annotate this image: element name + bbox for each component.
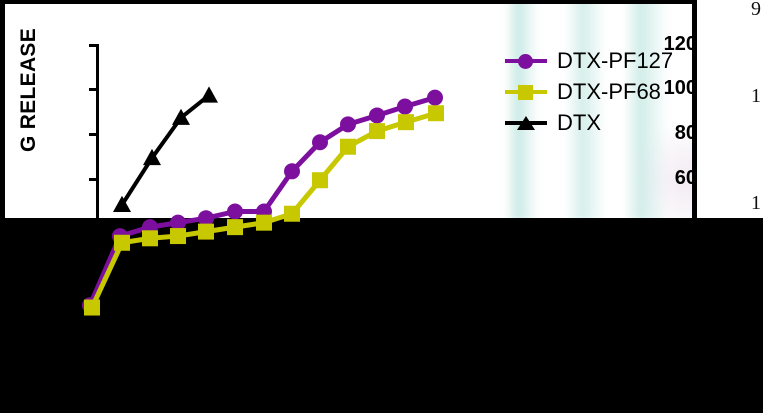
- adjacent-tick-label-0: 9: [751, 0, 761, 20]
- y-tick-60: [89, 178, 98, 181]
- y-tick-120: [89, 44, 98, 47]
- panel-border-left: [0, 0, 5, 218]
- legend-label-dtx: DTX: [557, 109, 601, 135]
- y-tick-80: [89, 133, 98, 136]
- adjacent-figure-sliver: 9 1 1: [697, 0, 763, 218]
- y-axis-title: G RELEASE: [17, 27, 40, 153]
- legend-label-dtx-pf68: DTX-PF68: [557, 78, 661, 104]
- panel-border-right: [692, 0, 697, 218]
- legend-swatch-dtx: [505, 107, 547, 138]
- y-tick-label-80: 80: [674, 122, 697, 144]
- panel-border-top: [0, 0, 697, 4]
- triangle-marker-icon: [517, 116, 535, 130]
- y-tick-label-120: 120: [663, 33, 697, 55]
- legend-label-dtx-pf127: DTX-PF127: [557, 47, 674, 73]
- square-marker-icon: [518, 85, 533, 100]
- adjacent-tick-label-2: 1: [751, 192, 761, 214]
- chart-legend: DTX-PF127 DTX-PF68 DTX: [505, 45, 673, 138]
- legend-item-dtx-pf68: DTX-PF68: [505, 76, 673, 107]
- occluding-black-band: [0, 218, 763, 413]
- y-tick-label-100: 100: [663, 77, 697, 99]
- legend-swatch-dtx-pf68: [505, 76, 547, 107]
- y-tick-label-60: 60: [674, 167, 697, 189]
- adjacent-tick-label-1: 1: [751, 85, 761, 107]
- chart-panel: 120 100 80 60 G RELEASE DTX-PF127 DTX-PF…: [0, 0, 697, 218]
- circle-marker-icon: [518, 54, 533, 69]
- legend-item-dtx-pf127: DTX-PF127: [505, 45, 673, 76]
- y-tick-100: [89, 88, 98, 91]
- legend-item-dtx: DTX: [505, 107, 673, 138]
- y-axis-line: [96, 44, 99, 218]
- legend-swatch-dtx-pf127: [505, 45, 547, 76]
